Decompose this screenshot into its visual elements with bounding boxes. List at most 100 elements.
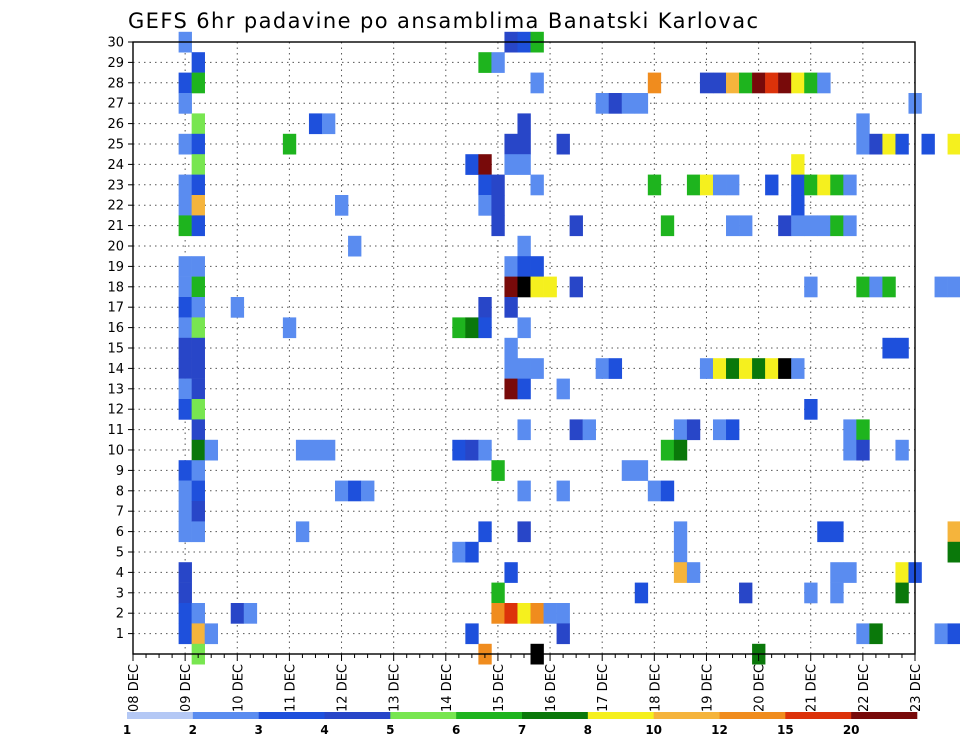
heatmap-cell [569,215,583,237]
heatmap-cell [530,174,544,196]
heatmap-cell [517,276,531,298]
heatmap-cell [699,72,714,94]
legend-label: 5 [386,723,394,737]
heatmap-cell [895,439,909,461]
heatmap-cell [308,439,323,461]
heatmap-cell [191,52,205,73]
heatmap-cell [543,603,557,624]
heatmap-cell [504,154,518,175]
heatmap-cell [843,174,857,196]
heatmap-cell [191,133,205,155]
heatmap-cell [504,378,518,400]
x-tick-label: 09 DEC [179,664,194,712]
heatmap-cell [621,460,636,481]
heatmap-cell [556,603,570,624]
heatmap-cell [556,480,570,502]
heatmap-cell [634,93,649,114]
heatmap-cell [869,133,883,155]
heatmap-cell [843,439,857,461]
heatmap-cell [739,215,753,237]
heatmap-cell [178,297,192,318]
heatmap-cell [660,480,675,502]
heatmap-cell [765,72,779,94]
heatmap-cell [321,439,336,461]
heatmap-cell [569,276,583,298]
heatmap-cell [817,174,831,196]
legend-swatch [785,712,852,719]
x-tick-label: 13 DEC [388,664,403,712]
legend-swatch [719,712,786,719]
heatmap-cell [517,113,531,135]
heatmap-cell [673,419,688,441]
legend-swatch [522,712,589,719]
y-tick-label: 7 [116,505,124,520]
heatmap-cell [204,439,219,461]
heatmap-cell [465,541,479,563]
legend-swatch [192,712,259,719]
heatmap-cell [243,603,258,624]
heatmap-cell [530,276,544,298]
heatmap-cell [282,133,297,155]
y-tick-label: 27 [107,97,124,112]
heatmap-cell [830,562,844,583]
y-tick-label: 24 [107,158,124,173]
heatmap-cell [830,215,844,237]
x-tick-label: 16 DEC [544,664,559,712]
heatmap-cell [647,72,662,94]
x-tick-label: 14 DEC [440,664,455,712]
y-tick-label: 15 [107,342,124,357]
heatmap-cell [804,399,818,420]
heatmap-cell [830,521,844,543]
legend-label: 1 [123,723,131,737]
heatmap-cell [882,133,896,155]
heatmap-cell [178,174,192,196]
heatmap-cell [491,215,505,237]
heatmap-cell [947,521,960,543]
y-tick-label: 14 [107,362,124,377]
heatmap-cell [556,378,570,400]
y-tick-label: 22 [107,199,124,214]
legend-swatch [324,712,391,719]
heatmap-cell [895,562,909,583]
heatmap-cell [504,133,518,155]
heatmap-cell [804,215,818,237]
heatmap-cell [178,133,192,155]
color-legend: 1 2 3 4 5 6 7 8 10 12 15 20 [123,712,918,737]
heatmap-cell [673,439,688,461]
heatmap-cell [595,93,610,114]
heatmap-cell [191,399,205,420]
y-tick-label: 13 [107,382,124,397]
heatmap-cell [817,215,831,237]
heatmap-cell [178,337,192,359]
heatmap-cell [191,603,205,624]
heatmap-cell [869,276,883,298]
heatmap-cell [556,623,570,645]
heatmap-cell [856,623,870,645]
y-tick-label: 20 [107,240,124,255]
axes: 1234567891011121314151617181920212223242… [107,36,924,712]
x-tick-label: 18 DEC [648,664,663,712]
heatmap-cell [295,521,310,543]
heatmap-cell [621,93,636,114]
heatmap-cell [530,358,544,379]
y-tick-label: 12 [107,403,124,418]
heatmap-cell [726,174,740,196]
heatmap-cell [191,521,205,543]
heatmap-cell [686,174,701,196]
heatmap-cell [543,276,557,298]
heatmap-cell [504,358,518,379]
heatmap-cell [947,276,960,298]
heatmap-cell [634,582,649,604]
heatmap-cell [778,358,792,379]
heatmap-cell [556,133,570,155]
heatmap-cell [504,297,518,318]
x-tick-label: 22 DEC [857,664,872,712]
heatmap-cell [830,174,844,196]
heatmap-cell [178,256,192,277]
y-tick-label: 26 [107,117,124,132]
heatmap-cell [739,358,753,379]
heatmap-cell [517,235,531,257]
heatmap-cell [660,439,675,461]
x-tick-label: 08 DEC [127,664,142,712]
